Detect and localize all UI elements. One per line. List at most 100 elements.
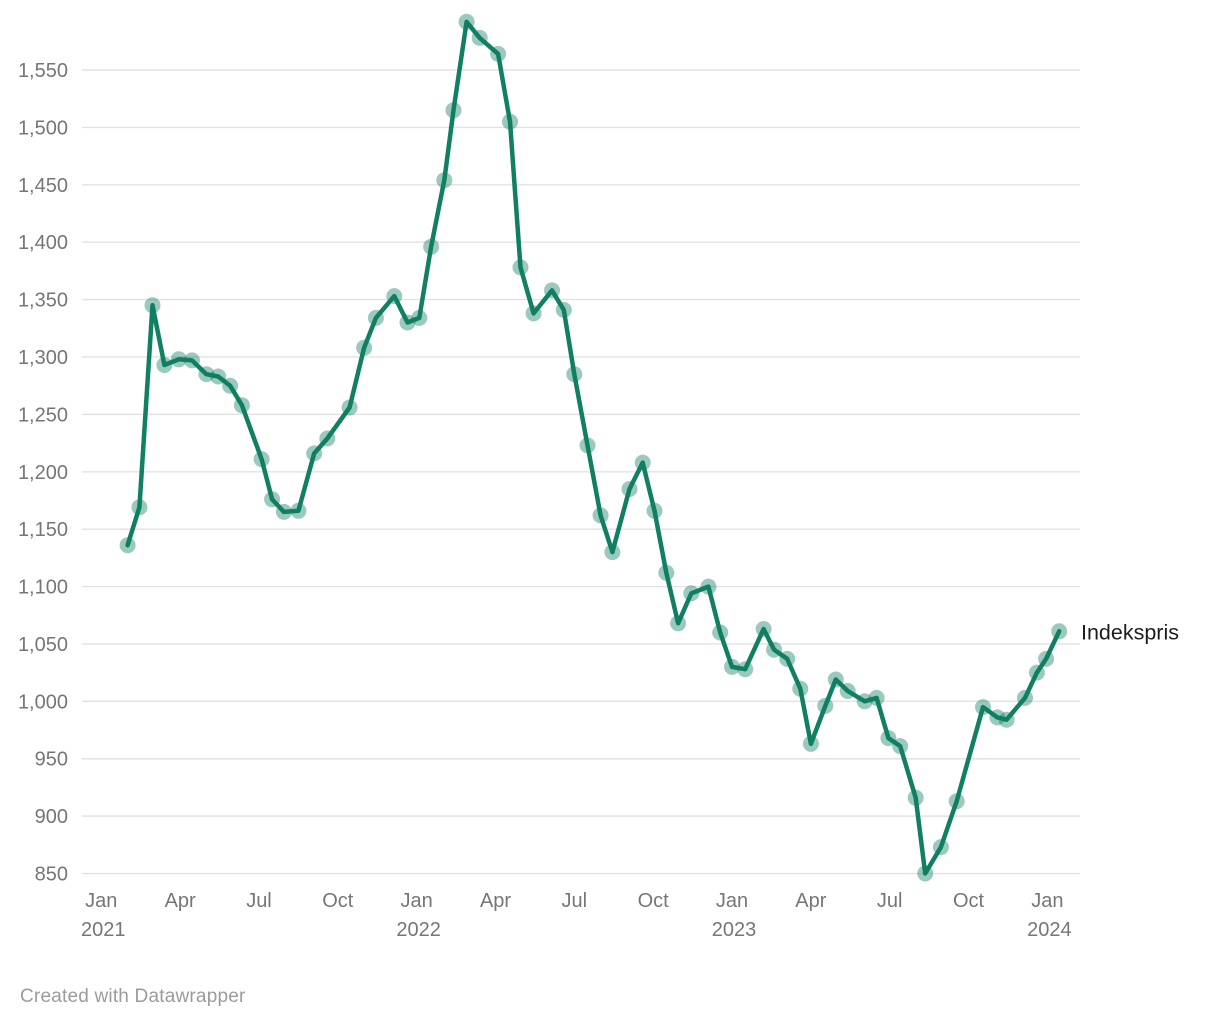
data-point[interactable] [839, 683, 856, 699]
data-point[interactable] [445, 102, 462, 119]
data-point[interactable] [184, 352, 200, 369]
data-point[interactable] [700, 578, 717, 595]
y-axis-tick-label: 1,100 [18, 577, 68, 599]
data-point[interactable] [386, 288, 403, 305]
data-point[interactable] [792, 680, 809, 697]
data-point[interactable] [802, 735, 819, 752]
series-line [125, 19, 1062, 876]
data-point[interactable] [755, 621, 772, 637]
data-point[interactable] [306, 445, 323, 462]
data-point[interactable] [490, 45, 507, 62]
data-point[interactable] [856, 693, 873, 710]
data-point[interactable] [880, 730, 897, 747]
data-point[interactable] [411, 309, 428, 326]
indekspris-line-chart: 850 900 950 1,000 1,050 1,100 1,150 1,200 1,250 1… [18, 13, 1179, 941]
data-point[interactable] [436, 172, 453, 189]
data-point[interactable] [658, 564, 675, 581]
y-axis-tick-label: 1,300 [18, 347, 68, 369]
x-axis-tick-label: Jul [246, 890, 272, 912]
x-axis-tick-label: Jan [401, 890, 433, 912]
data-point[interactable] [525, 305, 542, 322]
x-axis-tick-label: Apr [480, 890, 511, 912]
data-point[interactable] [423, 238, 440, 255]
data-point[interactable] [917, 865, 934, 882]
x-axis-tick-label: Jul [877, 890, 903, 912]
x-axis-tick-label: Jan [85, 890, 117, 912]
y-axis-tick-label: 1,550 [18, 60, 68, 82]
data-point[interactable] [621, 481, 638, 497]
data-point[interactable] [604, 544, 621, 561]
data-point[interactable] [712, 624, 729, 641]
x-axis-tick-year-label: 2021 [81, 919, 126, 941]
data-point[interactable] [544, 282, 560, 299]
datawrapper-attribution: Created with Datawrapper [20, 986, 246, 1007]
data-point[interactable] [975, 699, 991, 716]
x-axis-tick-label: Jul [562, 890, 588, 912]
x-axis-tick-label: Apr [795, 890, 826, 912]
data-point[interactable] [399, 314, 416, 331]
data-point[interactable] [779, 650, 796, 667]
data-point[interactable] [367, 309, 384, 326]
data-point[interactable] [592, 507, 609, 524]
data-point[interactable] [724, 658, 740, 675]
x-axis-tick-year-label: 2024 [1027, 919, 1072, 941]
data-point[interactable] [290, 502, 307, 519]
data-point[interactable] [948, 793, 965, 810]
data-point[interactable] [766, 641, 783, 658]
data-point[interactable] [319, 430, 336, 447]
data-point[interactable] [264, 491, 281, 508]
data-point[interactable] [156, 357, 173, 373]
y-axis-tick-label: 1,400 [18, 232, 68, 254]
data-point[interactable] [998, 711, 1015, 728]
data-point[interactable] [646, 502, 663, 519]
data-point[interactable] [170, 351, 187, 368]
y-axis-tick-label: 950 [35, 749, 68, 771]
data-point[interactable] [341, 399, 358, 416]
data-point[interactable] [471, 29, 488, 46]
y-axis-tick-label: 900 [35, 806, 68, 828]
data-point[interactable] [119, 537, 136, 554]
y-axis-tick-label: 1,200 [18, 462, 68, 484]
x-axis-tick-label: Jan [716, 890, 748, 912]
data-point[interactable] [683, 585, 700, 602]
data-point[interactable] [144, 297, 161, 314]
data-point[interactable] [210, 368, 227, 385]
data-point[interactable] [907, 789, 924, 806]
y-axis-tick-label: 850 [35, 864, 68, 886]
data-point[interactable] [670, 615, 687, 632]
data-point[interactable] [275, 503, 292, 520]
data-point[interactable] [512, 259, 529, 276]
data-point[interactable] [233, 397, 250, 414]
data-point[interactable] [356, 339, 373, 356]
x-axis-tick-year-label: 2023 [712, 919, 757, 941]
data-point[interactable] [253, 451, 270, 468]
data-point[interactable] [555, 301, 572, 318]
data-point[interactable] [827, 671, 844, 688]
data-point[interactable] [222, 377, 239, 394]
x-axis-tick-label: Oct [638, 890, 670, 912]
y-axis-tick-label: 1,350 [18, 290, 68, 312]
data-point[interactable] [892, 738, 909, 755]
data-point[interactable] [458, 13, 475, 30]
data-point[interactable] [737, 661, 754, 678]
data-point[interactable] [579, 437, 596, 454]
data-point[interactable] [868, 689, 885, 706]
data-point[interactable] [502, 113, 518, 130]
data-point[interactable] [634, 454, 651, 471]
data-point[interactable] [989, 709, 1006, 726]
data-point[interactable] [817, 697, 834, 714]
data-point[interactable] [198, 366, 215, 383]
y-axis-tick-label: 1,450 [18, 175, 68, 197]
data-point[interactable] [1051, 623, 1068, 640]
x-axis-tick-label: Apr [165, 890, 196, 912]
data-point[interactable] [1017, 689, 1033, 706]
data-point[interactable] [932, 839, 949, 856]
data-point[interactable] [1038, 650, 1055, 667]
y-axis-tick-label: 1,050 [18, 634, 68, 656]
data-point[interactable] [1028, 664, 1045, 681]
data-point[interactable] [131, 499, 148, 516]
data-point[interactable] [566, 366, 583, 383]
x-axis-tick-label: Oct [953, 890, 985, 912]
x-axis-tick-label: Oct [322, 890, 354, 912]
